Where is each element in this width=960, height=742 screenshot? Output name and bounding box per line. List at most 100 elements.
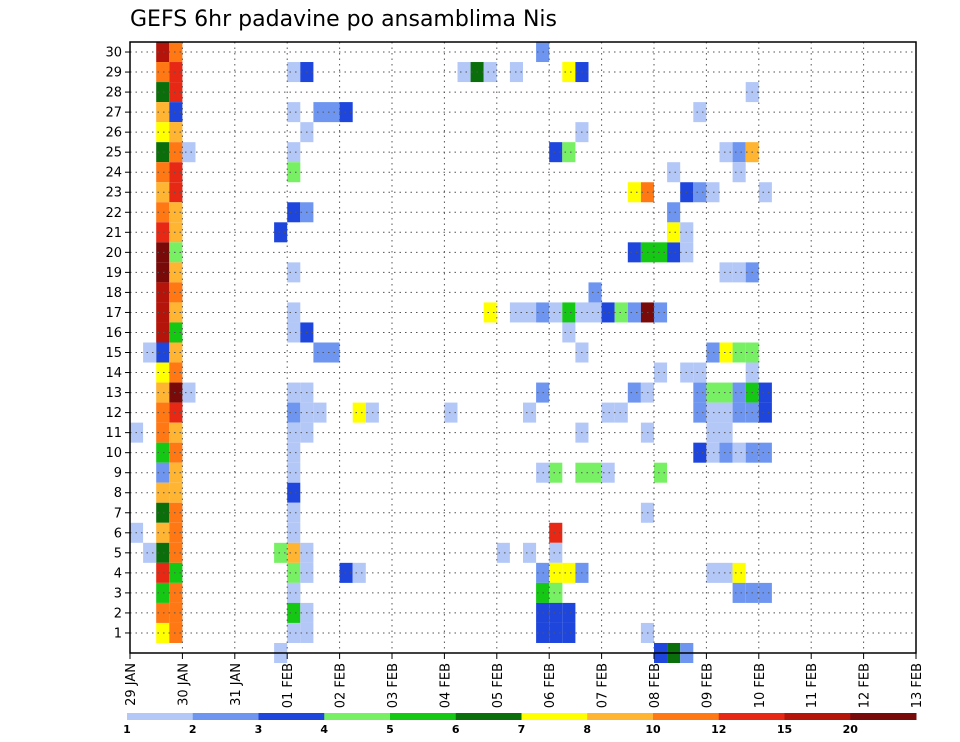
heatmap-cell (287, 582, 301, 603)
heatmap-cell (732, 442, 746, 463)
x-tick-label: 05 FEB (491, 663, 506, 708)
heatmap-cell (496, 542, 510, 563)
heatmap-cell (326, 342, 340, 363)
heatmap-cell (693, 102, 707, 123)
heatmap-cell (156, 242, 170, 263)
legend-swatch (653, 713, 720, 720)
heatmap-cell (287, 402, 301, 423)
heatmap-cell (326, 102, 340, 123)
heatmap-cell (732, 382, 746, 403)
heatmap-cell (706, 342, 720, 363)
heatmap-cell (758, 582, 772, 603)
heatmap-cell (313, 102, 327, 123)
heatmap-cell (156, 502, 170, 523)
y-axis-ticks: 1234567891011121314151617181920212223242… (105, 46, 130, 641)
heatmap-cell (156, 422, 170, 443)
y-tick-label: 3 (114, 586, 122, 601)
legend-swatch (455, 713, 522, 720)
heatmap-cell (758, 442, 772, 463)
legend-label: 12 (711, 723, 726, 736)
heatmap-cell (562, 302, 576, 323)
heatmap-cell (156, 342, 170, 363)
heatmap-cell (274, 542, 288, 563)
x-tick-label: 04 FEB (438, 663, 453, 708)
y-tick-label: 14 (105, 366, 122, 381)
gridlines (130, 42, 916, 653)
legend-label: 5 (386, 723, 394, 736)
heatmap-cell (549, 562, 563, 583)
y-tick-label: 18 (105, 286, 122, 301)
heatmap-cell (156, 442, 170, 463)
heatmap-cell (693, 362, 707, 383)
y-tick-label: 21 (105, 226, 122, 241)
heatmap-cell (156, 362, 170, 383)
heatmap-cell (156, 482, 170, 503)
heatmap-cell (156, 82, 170, 103)
y-tick-label: 23 (105, 186, 122, 201)
heatmap-cell (719, 342, 733, 363)
heatmap-cell (169, 62, 183, 83)
x-tick-label: 09 FEB (700, 663, 715, 708)
heatmap-cell (654, 302, 668, 323)
x-tick-label: 10 FEB (753, 663, 768, 708)
heatmap-cell (156, 622, 170, 643)
heatmap-cell (169, 442, 183, 463)
heatmap-cell (654, 242, 668, 263)
y-tick-label: 25 (105, 146, 122, 161)
chart-title: GEFS 6hr padavine po ansamblima Nis (130, 7, 557, 32)
heatmap-cell (562, 142, 576, 163)
heatmap-cell (732, 582, 746, 603)
heatmap-cell (287, 502, 301, 523)
heatmap-cell (588, 302, 602, 323)
heatmap-cell (169, 622, 183, 643)
x-tick-label: 13 FEB (910, 663, 925, 708)
heatmap-cell (457, 62, 471, 83)
heatmap-cell (667, 242, 681, 263)
heatmap-cell (143, 342, 157, 363)
heatmap-cell (732, 262, 746, 283)
legend-swatch (324, 713, 391, 720)
heatmap-cell (274, 222, 288, 243)
heatmap-cell (287, 102, 301, 123)
x-tick-label: 01 FEB (281, 663, 296, 708)
heatmap-cell (562, 62, 576, 83)
heatmap-cell (169, 502, 183, 523)
heatmap-cell (614, 402, 628, 423)
heatmap-cell (169, 462, 183, 483)
heatmap-cell (627, 382, 641, 403)
heatmap-cell (182, 142, 196, 163)
heatmap-cell (156, 302, 170, 323)
y-tick-label: 17 (105, 306, 122, 321)
heatmap-cell (287, 142, 301, 163)
y-tick-label: 12 (105, 406, 122, 421)
heatmap-cell (156, 182, 170, 203)
heatmap-cell (169, 122, 183, 143)
heatmap-cell (169, 282, 183, 303)
heatmap-cell (287, 462, 301, 483)
heatmap-cell (549, 542, 563, 563)
y-tick-label: 4 (114, 566, 122, 581)
heatmap-cell (169, 302, 183, 323)
heatmap-cell (287, 482, 301, 503)
heatmap-cell (287, 202, 301, 223)
heatmap-cell (549, 582, 563, 603)
heatmap-cell (523, 542, 537, 563)
legend-label: 20 (843, 723, 859, 736)
heatmap-cell (732, 142, 746, 163)
legend-swatch (390, 713, 457, 720)
heatmap-cell (156, 582, 170, 603)
heatmap-cell (562, 622, 576, 643)
heatmap-cell (169, 562, 183, 583)
heatmap-cell (169, 602, 183, 623)
heatmap-cell (732, 402, 746, 423)
legend-label: 4 (320, 723, 328, 736)
heatmap-cell (549, 522, 563, 543)
heatmap-cell (169, 242, 183, 263)
legend-label: 10 (645, 723, 661, 736)
y-tick-label: 22 (105, 206, 122, 221)
heatmap-cell (169, 382, 183, 403)
heatmap-cell (667, 202, 681, 223)
heatmap-cell (719, 382, 733, 403)
y-tick-label: 7 (114, 506, 122, 521)
heatmap-cell (352, 562, 366, 583)
